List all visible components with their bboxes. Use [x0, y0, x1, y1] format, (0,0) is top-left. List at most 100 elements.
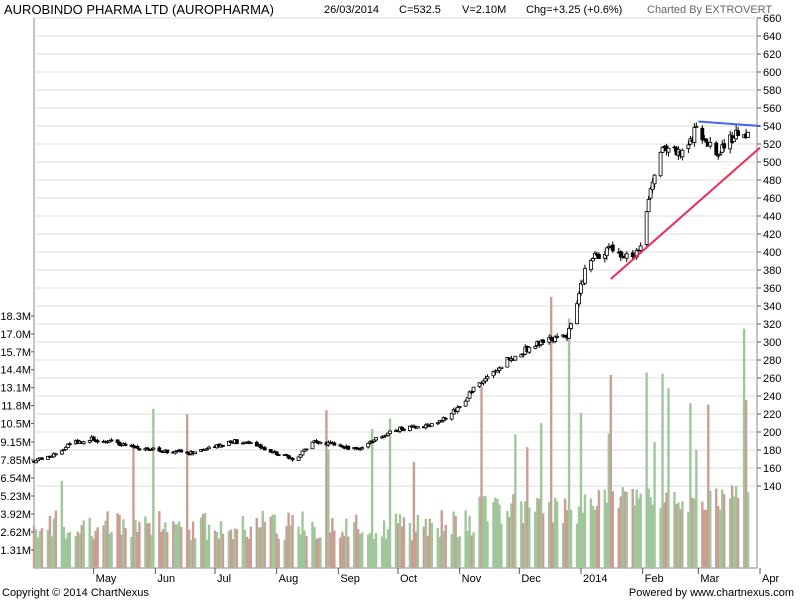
volume-bar — [329, 532, 332, 568]
volume-bar — [341, 531, 344, 568]
candle-body — [59, 450, 64, 455]
candle-body — [646, 199, 651, 213]
volume-bar — [444, 524, 447, 568]
volume-bar — [148, 523, 151, 568]
volume-bar — [506, 510, 509, 568]
candle-body — [67, 443, 72, 446]
month-label: 2014 — [583, 573, 607, 585]
volume-bar — [661, 373, 664, 568]
volume-bar — [400, 526, 404, 568]
volume-bar — [633, 505, 636, 568]
volume-bar — [233, 528, 237, 568]
volume-bar — [102, 525, 105, 568]
volume-bar — [454, 516, 457, 568]
volume-bar — [275, 533, 278, 568]
volume-bar — [732, 496, 736, 568]
candle-body — [221, 444, 225, 447]
volume-bar — [651, 504, 654, 568]
volume-bar — [402, 517, 406, 568]
volume-bar — [705, 509, 708, 568]
volume-bar — [357, 529, 360, 568]
candle-body — [555, 335, 560, 338]
candle-body — [91, 436, 96, 441]
volume-bar — [595, 506, 599, 568]
price-tick-label: 460 — [763, 193, 781, 205]
volume-bar — [526, 447, 529, 568]
volume-bar — [450, 533, 453, 568]
candle-body — [296, 456, 301, 461]
candle-body — [658, 151, 663, 177]
volume-bar — [80, 524, 83, 568]
price-tick-label: 520 — [763, 139, 781, 151]
volume-bar — [514, 434, 517, 568]
candle-body — [465, 397, 470, 402]
volume-tick-label: 18.3M — [0, 311, 31, 323]
volume-bar — [412, 461, 416, 568]
volume-bar — [299, 534, 302, 568]
volume-bar — [635, 489, 638, 568]
volume-bar — [428, 518, 432, 568]
volume-bar — [498, 504, 501, 568]
volume-bar — [536, 497, 539, 568]
volume-tick-label: 1.31M — [0, 545, 31, 557]
candle-body — [443, 417, 448, 420]
candle-body — [366, 442, 371, 448]
candle-body — [408, 425, 412, 431]
candle-body — [579, 283, 583, 294]
volume-bar — [124, 527, 127, 568]
volume-bar — [207, 524, 211, 568]
volume-bar — [689, 403, 692, 568]
change-value: Chg=+3.25 (+0.6%) — [526, 4, 623, 16]
candle-body — [449, 413, 454, 420]
volume-bar — [160, 531, 163, 568]
volume-bar — [301, 511, 304, 568]
volume-bar — [106, 511, 109, 568]
volume-bar — [201, 514, 205, 568]
volume-bar — [110, 531, 113, 568]
candle-body — [304, 448, 309, 451]
candle-body — [527, 346, 532, 353]
volume-bar — [631, 488, 634, 568]
candle-body — [471, 386, 476, 392]
volume-bar — [221, 533, 225, 568]
candle-body — [123, 443, 128, 446]
candle-body — [185, 451, 190, 454]
price-axis: 140 160 180 200 220 240 260 280 300 320 340 360 380 4… — [757, 13, 781, 493]
candle-body — [718, 153, 723, 156]
price-tick-label: 360 — [763, 283, 781, 295]
price-tick-label: 420 — [763, 229, 781, 241]
volume-value: V=2.10M — [462, 4, 507, 16]
powered-by-link[interactable]: Powered by www.chartnexus.com — [628, 587, 794, 599]
candle-body — [694, 125, 699, 128]
candle-body — [117, 441, 122, 446]
candle-body — [708, 141, 713, 147]
volume-bar — [88, 517, 91, 568]
volume-tick-label: 7.85M — [0, 455, 31, 467]
volume-bar — [108, 533, 111, 568]
price-tick-label: 260 — [763, 373, 781, 385]
volume-bar — [96, 527, 99, 568]
volume-bar — [120, 534, 123, 568]
volume-bar — [623, 491, 626, 568]
volume-bar — [458, 536, 461, 568]
candle-body — [692, 127, 697, 144]
volume-bar — [583, 494, 587, 568]
candle-body — [569, 323, 573, 329]
volume-bar — [707, 404, 710, 568]
volume-bar — [549, 296, 553, 568]
volume-bar — [693, 498, 696, 568]
volume-bar — [494, 497, 497, 568]
candle-body — [157, 447, 162, 452]
candle-body — [268, 449, 273, 453]
volume-bar — [136, 532, 139, 568]
candle-body — [34, 460, 38, 464]
candle-body — [638, 245, 643, 251]
candle-body — [227, 440, 231, 446]
candle-body — [402, 428, 406, 431]
volume-bar — [440, 510, 443, 568]
candle-body — [714, 142, 719, 156]
volume-tick-label: 14.4M — [0, 365, 31, 377]
candle-body — [276, 454, 281, 457]
candle-body — [716, 154, 721, 157]
candle-body — [583, 268, 587, 284]
